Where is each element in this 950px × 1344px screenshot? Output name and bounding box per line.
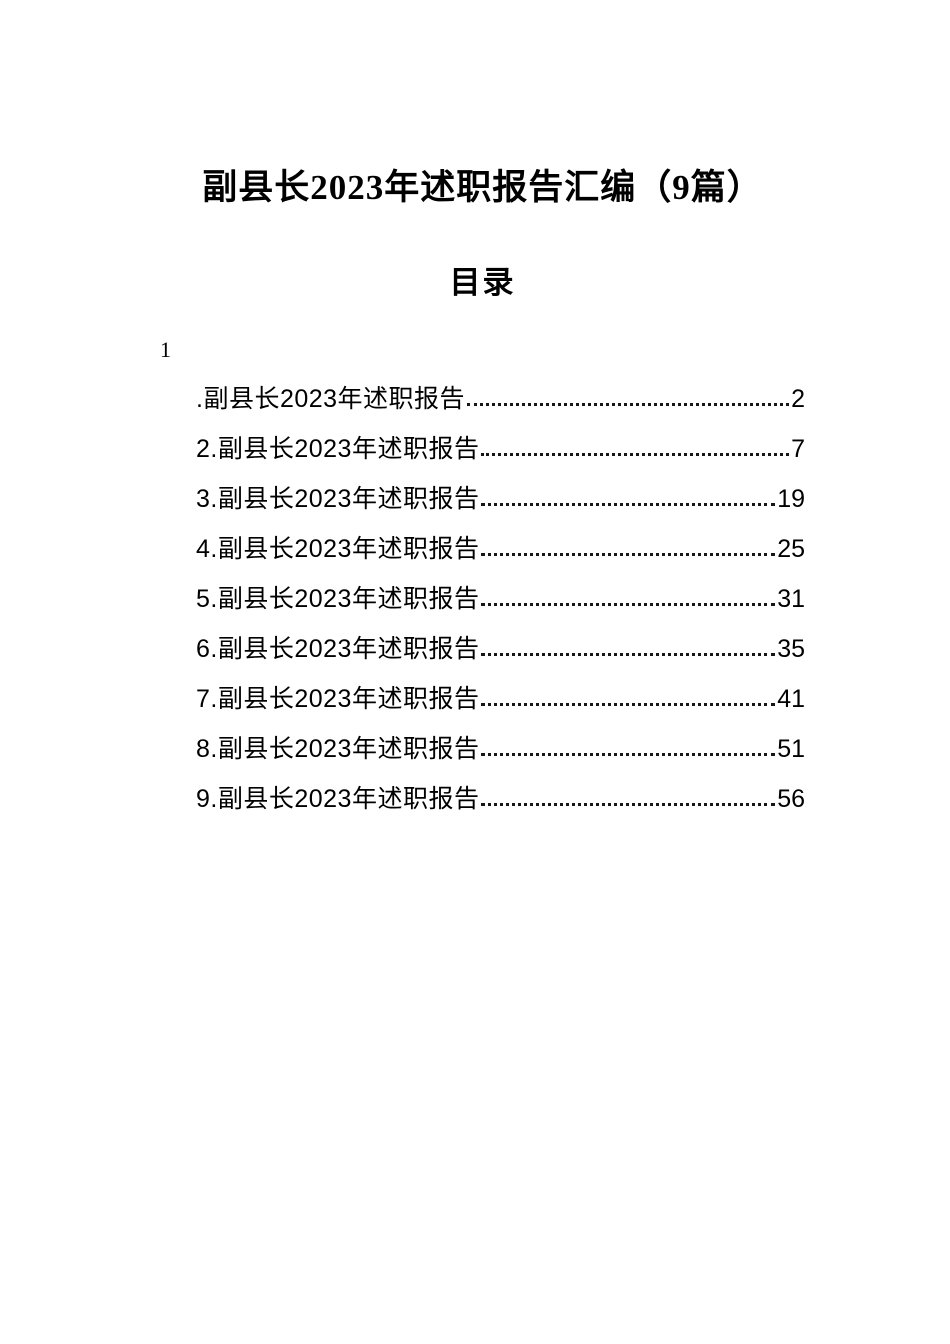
- toc-leader-dots: [481, 653, 776, 657]
- toc-page-number: 7: [791, 434, 805, 463]
- toc-entry-label: 9.副县长2023年述职报告: [196, 784, 480, 813]
- toc-heading: 目录: [449, 264, 516, 300]
- toc-page-number: 41: [777, 684, 805, 713]
- toc-page-number: 31: [777, 584, 805, 613]
- toc-leader-dots: [481, 603, 776, 607]
- toc-leader-dots: [467, 403, 790, 407]
- toc-entry-label: 6.副县长2023年述职报告: [196, 634, 480, 663]
- toc-entry-label: 5.副县长2023年述职报告: [196, 584, 480, 613]
- toc-entry[interactable]: 3.副县长2023年述职报告 19: [160, 463, 805, 513]
- toc-leader-dots: [481, 703, 776, 707]
- toc-leader-dots: [481, 503, 776, 507]
- toc-entry-label: 7.副县长2023年述职报告: [196, 684, 480, 713]
- toc-entry-label: 2.副县长2023年述职报告: [196, 434, 480, 463]
- toc-entry[interactable]: 9.副县长2023年述职报告 56: [160, 763, 805, 813]
- toc-leader-dots: [481, 753, 776, 757]
- toc-entry[interactable]: 8.副县长2023年述职报告 51: [160, 713, 805, 763]
- document-title: 副县长2023年述职报告汇编（9篇）: [202, 168, 763, 207]
- toc-leader-dots: [481, 803, 776, 807]
- toc-entry-label: 3.副县长2023年述职报告: [196, 484, 480, 513]
- toc-entry-label: .副县长2023年述职报告: [196, 384, 466, 413]
- toc-page-number: 19: [777, 484, 805, 513]
- toc-entry[interactable]: 7.副县长2023年述职报告 41: [160, 663, 805, 713]
- toc-leader-dots: [481, 553, 776, 557]
- toc-entry[interactable]: .副县长2023年述职报告 2: [160, 363, 805, 413]
- toc-page-number: 56: [777, 784, 805, 813]
- toc-entry[interactable]: 4.副县长2023年述职报告 25: [160, 513, 805, 563]
- toc-page-number: 51: [777, 734, 805, 763]
- toc-list: .副县长2023年述职报告 2 2.副县长2023年述职报告 7 3.副县长20…: [160, 363, 805, 813]
- toc-stray-number: 1: [160, 336, 171, 362]
- toc-entry[interactable]: 5.副县长2023年述职报告 31: [160, 563, 805, 613]
- toc-leader-dots: [481, 453, 790, 457]
- toc-entry-label: 4.副县长2023年述职报告: [196, 534, 480, 563]
- toc-entry[interactable]: 6.副县长2023年述职报告 35: [160, 613, 805, 663]
- toc-page-number: 25: [777, 534, 805, 563]
- toc-entry[interactable]: 2.副县长2023年述职报告 7: [160, 413, 805, 463]
- toc-page-number: 2: [791, 384, 805, 413]
- toc-entry-label: 8.副县长2023年述职报告: [196, 734, 480, 763]
- toc-page-number: 35: [777, 634, 805, 663]
